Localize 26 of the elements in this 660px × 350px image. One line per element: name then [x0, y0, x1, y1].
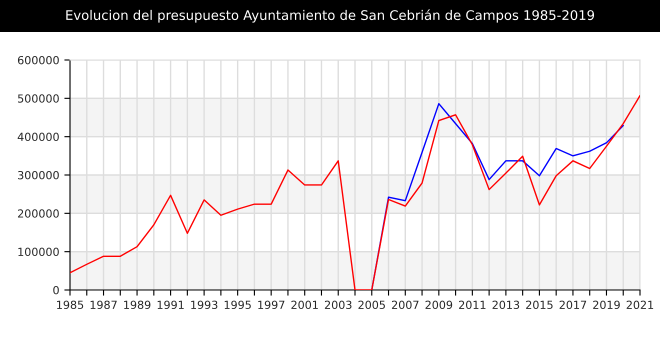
x-tick-label: 1993 — [191, 300, 218, 310]
x-tick-label: 2013 — [492, 300, 520, 310]
y-tick-label: 300000 — [18, 170, 59, 180]
x-tick-label: 2009 — [426, 300, 452, 310]
x-tick-label: 1985 — [57, 300, 84, 310]
y-tick-label: 0 — [53, 286, 59, 294]
x-tick-label: 2001 — [291, 300, 318, 310]
x-tick-label: 1991 — [158, 300, 184, 310]
x-tick-label: 1995 — [224, 300, 251, 310]
y-tick-label: 600000 — [18, 56, 59, 64]
x-tick-label: 2011 — [459, 300, 486, 310]
x-tick-label: 2021 — [626, 300, 654, 310]
x-tick-label: 2017 — [560, 300, 586, 310]
chart-title: Evolucion del presupuesto Ayuntamiento de San Cebrián de Campos 1985-2019 — [66, 9, 594, 23]
x-tick-label: 2015 — [526, 300, 553, 310]
y-tick-label: 200000 — [18, 209, 59, 218]
y-tick-label: 400000 — [18, 132, 59, 142]
x-tick-label: 1987 — [90, 300, 117, 310]
y-tick-label: 100000 — [18, 248, 59, 256]
x-tick-label: 2019 — [593, 300, 620, 310]
x-tick-label: 2005 — [358, 300, 385, 310]
y-tick-label: 500000 — [18, 94, 59, 103]
x-tick-label: 2007 — [392, 300, 418, 310]
x-tick-label: 1997 — [258, 300, 284, 310]
x-tick-label: 1989 — [124, 300, 150, 310]
x-tick-label: 2003 — [324, 300, 352, 310]
